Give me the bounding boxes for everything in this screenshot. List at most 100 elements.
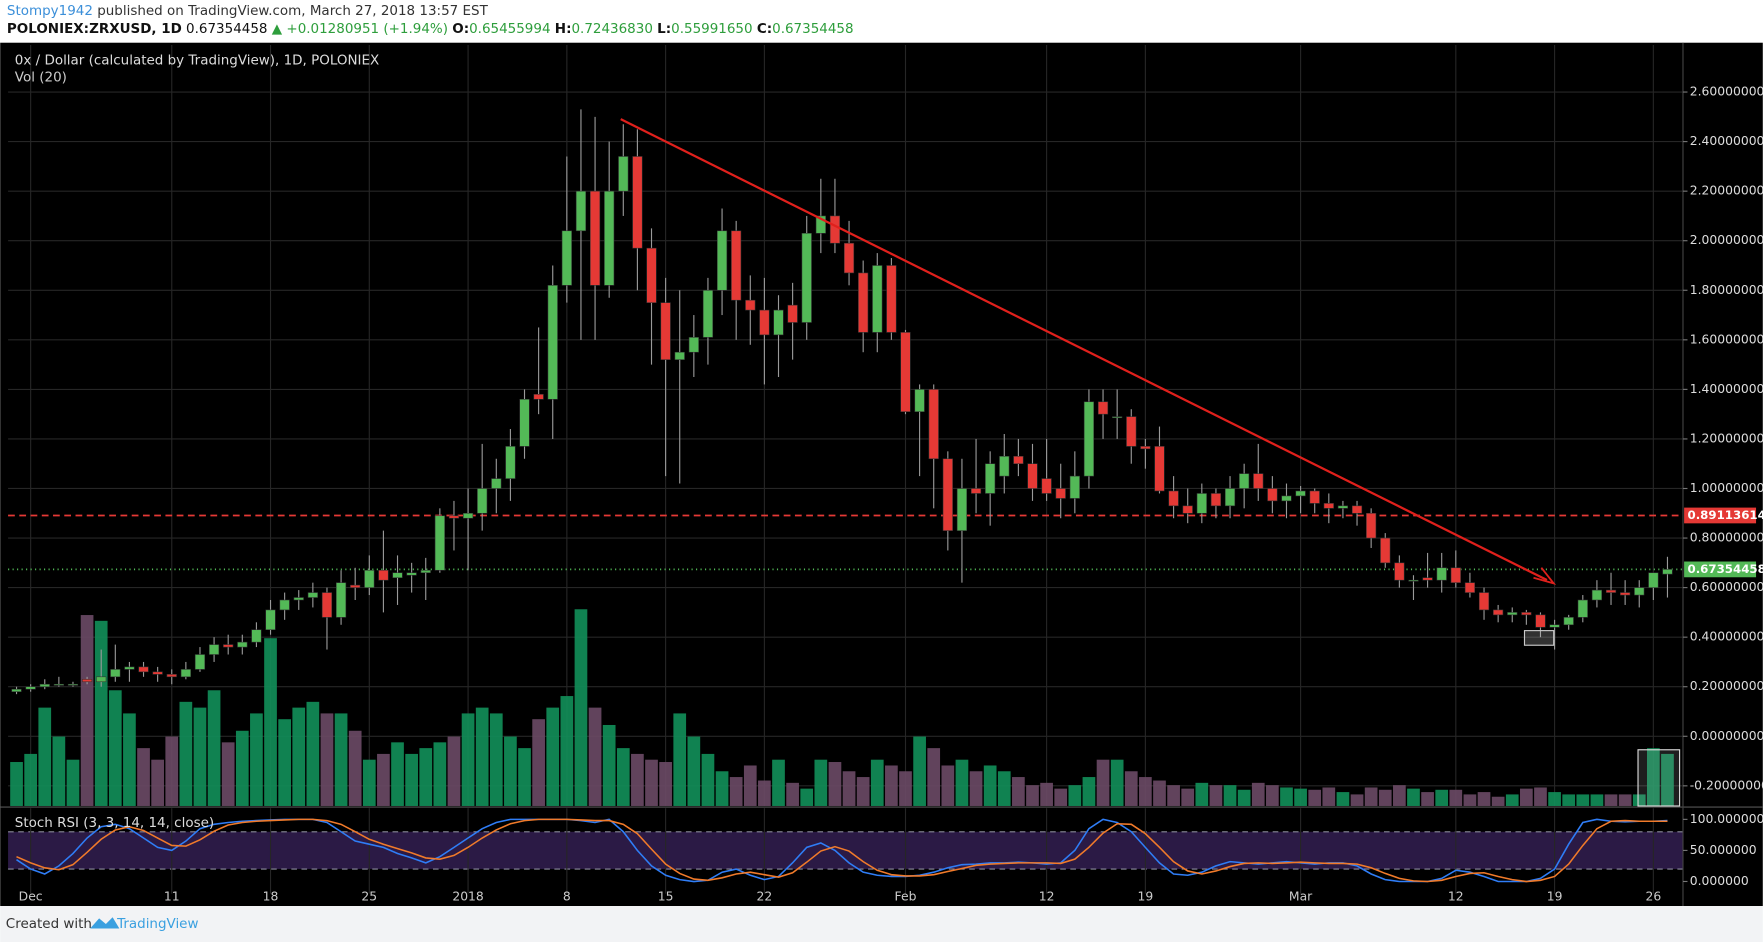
candle-body (731, 230, 742, 301)
volume-bar (616, 748, 630, 806)
stoch-line (16, 818, 1668, 883)
volume-bar (1012, 777, 1025, 806)
candle-body (251, 629, 262, 643)
y-tick-label: 0.40000000 (1690, 630, 1763, 644)
candle-body (110, 669, 121, 678)
trend-arrow (1533, 567, 1557, 586)
candle-body (660, 302, 671, 360)
candle-body (589, 190, 601, 286)
candle-body (1648, 572, 1659, 588)
x-tick-label: 22 (757, 890, 773, 904)
x-tick-label: 12 (1039, 890, 1055, 904)
stoch-label: Stoch RSI (3, 3, 14, 14, close) (15, 815, 214, 831)
last-price: 0.67354458 (186, 21, 267, 37)
candle-body (1140, 446, 1151, 450)
y-tick-label: 1.20000000 (1690, 431, 1763, 445)
candle-body (1422, 577, 1433, 581)
x-tick-label: Dec (19, 890, 43, 904)
high-label: H: (555, 21, 572, 37)
volume-bar (885, 765, 898, 806)
candle-body (25, 686, 36, 690)
candle-body (1549, 624, 1560, 628)
volume-bar (983, 765, 997, 806)
volume-bar (1491, 796, 1505, 806)
symbol: POLONIEX:ZRXUSD, 1D (7, 21, 182, 37)
candle-body (1577, 599, 1588, 618)
candle-body (1351, 505, 1363, 514)
volume-bar (1435, 789, 1449, 806)
y-tick-label: 2.00000000 (1690, 233, 1763, 247)
candle-body (1097, 401, 1109, 415)
y-tick-label: 2.20000000 (1690, 184, 1763, 198)
volume-bar (207, 690, 221, 806)
volume-bar (772, 759, 785, 806)
volume-bar (1322, 787, 1336, 806)
volume-bar (1505, 794, 1519, 806)
header-bg (0, 0, 1763, 43)
volume-bar (250, 713, 263, 806)
candle-body (505, 446, 516, 479)
candle-body (1196, 493, 1207, 514)
candle-body (1154, 446, 1165, 492)
volume-bar (1534, 787, 1547, 806)
candle-body (279, 599, 290, 611)
volume-bar (518, 748, 531, 806)
high-value: 0.72436830 (571, 21, 652, 37)
volume-bar (306, 701, 320, 806)
symbol-line: POLONIEX:ZRXUSD, 1D 0.67354458 ▲ +0.0128… (7, 21, 854, 37)
candle-body (477, 488, 488, 514)
volume-bar (1449, 789, 1463, 806)
y-tick-label: 50.000000 (1690, 843, 1757, 857)
footer-created: Created with (6, 916, 92, 932)
volume-bar (1209, 785, 1223, 806)
candle-body (745, 299, 756, 311)
brand-logo[interactable] (90, 917, 120, 929)
volume-bar (1393, 785, 1406, 806)
candle-body (1295, 490, 1306, 497)
candle-body (843, 242, 855, 274)
volume-bar (1167, 785, 1180, 806)
footer-brand[interactable]: TradingView (116, 916, 198, 932)
candle-body (434, 515, 445, 571)
candle-body (942, 458, 953, 531)
volume-bar (1336, 792, 1350, 806)
volume-bar (546, 707, 560, 806)
y-tick-label: 1.60000000 (1690, 332, 1763, 346)
volume-bar (828, 762, 842, 806)
volume-bar (447, 736, 461, 806)
x-tick-label: 15 (658, 890, 674, 904)
volume-bar (1308, 789, 1322, 806)
volume-bar (264, 638, 277, 806)
author[interactable]: Stompy1942 (7, 3, 93, 19)
candle-body (1521, 612, 1532, 616)
candle-body (561, 230, 572, 286)
candle-body (928, 389, 939, 460)
volume-bar (1082, 777, 1096, 806)
volume-bar (997, 771, 1011, 806)
volume-bar (38, 707, 52, 806)
candle-body (307, 592, 318, 598)
volume-bar (1632, 794, 1646, 806)
volume-bar (1223, 785, 1237, 806)
volume-bar (235, 730, 249, 806)
y-tick-label: -0.20000000 (1690, 778, 1763, 792)
volume-bar (405, 753, 418, 806)
volume-bar (108, 690, 122, 806)
volume-bar (292, 707, 306, 806)
candle-body (985, 463, 996, 494)
candle-body (1224, 488, 1236, 507)
volume-bar (504, 736, 517, 806)
candle-body (914, 389, 925, 412)
volume-bar (1110, 759, 1124, 806)
volume-bar (362, 759, 376, 806)
volume-bar (856, 777, 870, 806)
volume-bar (602, 724, 616, 806)
close-value: 0.67354458 (772, 21, 853, 37)
volume-bar (1124, 771, 1138, 806)
candle-body (1267, 488, 1278, 502)
candle-body (632, 156, 643, 249)
y-tick-label: 0.000000 (1690, 874, 1749, 888)
volume-bar (221, 742, 235, 806)
candle-body (533, 394, 544, 400)
